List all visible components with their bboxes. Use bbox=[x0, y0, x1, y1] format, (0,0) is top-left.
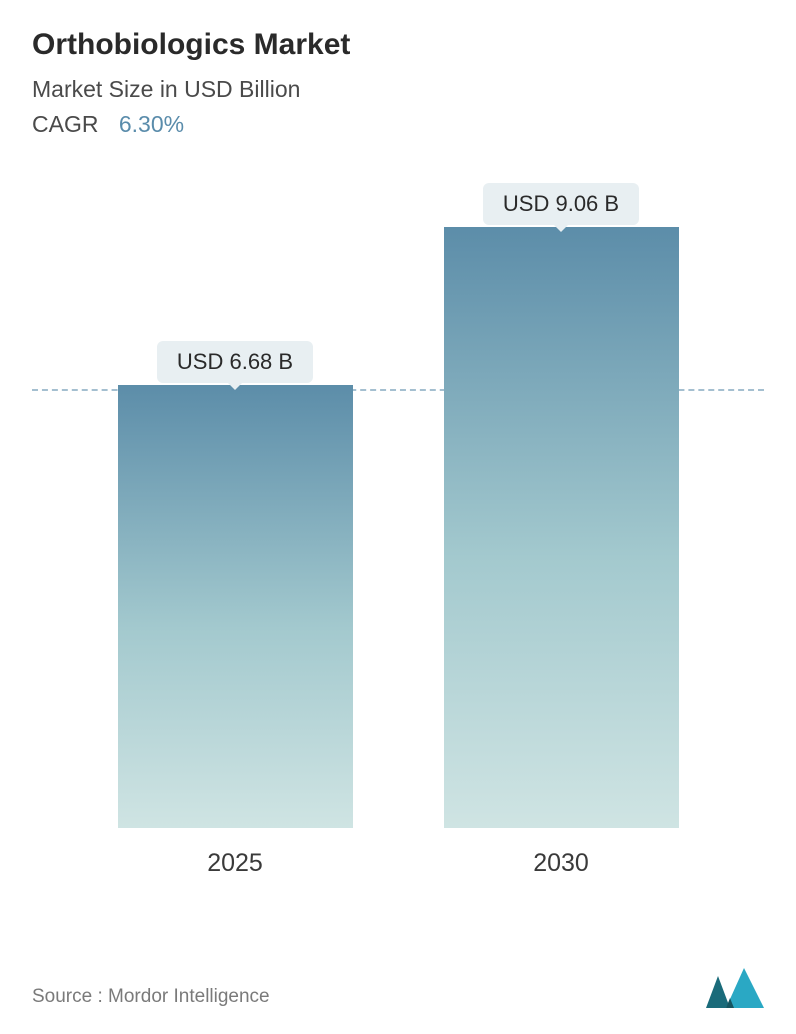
x-axis-labels: 2025 2030 bbox=[32, 849, 764, 878]
bars-container: USD 6.68 B USD 9.06 B bbox=[32, 178, 764, 828]
cagr-row: CAGR 6.30% bbox=[32, 111, 764, 138]
value-tag-2030: USD 9.06 B bbox=[483, 183, 639, 225]
value-tag-2025: USD 6.68 B bbox=[157, 341, 313, 383]
chart-subtitle: Market Size in USD Billion bbox=[32, 76, 764, 103]
source-text: Source : Mordor Intelligence bbox=[32, 986, 270, 1008]
bar-group-2030: USD 9.06 B bbox=[444, 183, 679, 828]
chart-area: USD 6.68 B USD 9.06 B 2025 2030 bbox=[32, 178, 764, 878]
cagr-value: 6.30% bbox=[119, 111, 184, 137]
chart-title: Orthobiologics Market bbox=[32, 28, 764, 62]
bar-group-2025: USD 6.68 B bbox=[118, 341, 353, 828]
bar-2025 bbox=[118, 385, 353, 828]
x-label-2030: 2030 bbox=[444, 849, 679, 878]
x-label-2025: 2025 bbox=[118, 849, 353, 878]
logo-icon bbox=[706, 968, 764, 1008]
bar-2030 bbox=[444, 227, 679, 828]
footer: Source : Mordor Intelligence bbox=[32, 968, 764, 1008]
cagr-label: CAGR bbox=[32, 111, 98, 137]
